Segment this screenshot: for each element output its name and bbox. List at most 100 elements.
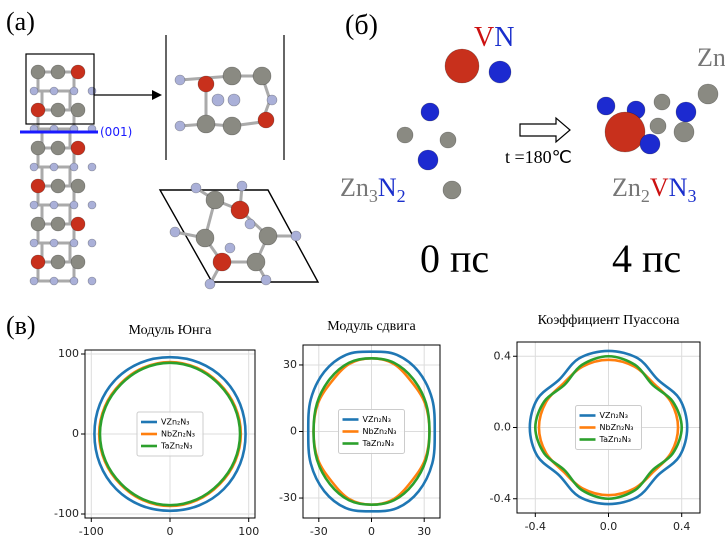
panel-label: (б)	[345, 10, 378, 41]
formula-part: V	[650, 173, 669, 202]
atom	[291, 231, 301, 241]
atom	[228, 94, 240, 106]
x-tick-label: 30	[417, 525, 431, 538]
atom	[50, 201, 58, 209]
atom	[418, 150, 438, 170]
atom	[71, 255, 85, 269]
atom	[445, 49, 479, 83]
atom	[88, 239, 96, 247]
atom	[51, 65, 65, 79]
formula-zn3n2: Zn3N2	[340, 173, 406, 206]
atom	[245, 219, 255, 229]
atom	[259, 227, 277, 245]
chart-title: Коэффициент Пуассона	[538, 313, 681, 328]
atom	[654, 94, 670, 110]
formula-vn: VN	[474, 22, 514, 53]
legend-label: NbZn₂N₃	[161, 430, 195, 439]
x-tick-label: 0.4	[673, 520, 691, 533]
atom	[30, 163, 38, 171]
chart-title: Модуль сдвига	[327, 319, 416, 334]
atom	[30, 239, 38, 247]
atom	[597, 97, 615, 115]
atom	[253, 67, 271, 85]
time-label: 0 пс	[420, 236, 489, 281]
y-tick-label: 0.0	[494, 421, 512, 434]
atom	[397, 127, 413, 143]
figure: (a) (001) (б) VN Zn3N2 t =180℃ Zn2VN3 0 …	[0, 0, 725, 542]
atom	[70, 277, 78, 285]
atom	[31, 255, 45, 269]
legend-label: TaZn₂N₃	[362, 439, 394, 448]
panel-label: (a)	[6, 7, 35, 36]
x-tick-label: -0.4	[525, 520, 546, 533]
formula-part: V	[474, 22, 494, 53]
atom	[175, 75, 185, 85]
atom	[70, 239, 78, 247]
formula-part: 3	[369, 186, 378, 206]
legend-label: NbZn₂N₃	[600, 423, 634, 432]
formula-part: 3	[687, 186, 696, 206]
atom	[71, 141, 85, 155]
x-tick-label: 0.0	[600, 520, 618, 533]
atom	[31, 217, 45, 231]
legend-label: VZn₂N₃	[161, 418, 189, 427]
atom	[231, 201, 249, 219]
y-tick-label: 0.4	[494, 349, 512, 362]
atom	[676, 102, 696, 122]
formula-part: N	[494, 22, 514, 53]
atom	[30, 87, 38, 95]
atom	[50, 163, 58, 171]
atom	[51, 103, 65, 117]
atom	[71, 65, 85, 79]
atom	[50, 277, 58, 285]
atom	[223, 117, 241, 135]
atom	[205, 279, 215, 289]
y-tick-label: -0.4	[490, 492, 511, 505]
atom	[51, 217, 65, 231]
condition: t =180℃	[505, 147, 572, 167]
atom	[70, 87, 78, 95]
x-tick-label: 0	[167, 525, 174, 538]
atom	[650, 118, 666, 134]
atom	[31, 103, 45, 117]
atom	[30, 201, 38, 209]
atom	[440, 132, 456, 148]
plane-label: (001)	[100, 125, 132, 139]
y-tick-label: 100	[58, 347, 79, 360]
reaction-arrow	[520, 118, 570, 142]
atom	[51, 179, 65, 193]
formula-part: N	[669, 173, 688, 202]
atom	[267, 95, 277, 105]
legend-label: VZn₂N₃	[363, 415, 391, 424]
atom	[50, 87, 58, 95]
panel-label: (в)	[6, 311, 36, 340]
atom	[31, 179, 45, 193]
formula-part: 2	[397, 186, 406, 206]
atom	[640, 134, 660, 154]
formula-part: 2	[641, 186, 650, 206]
atom	[605, 112, 645, 152]
atom	[698, 84, 718, 104]
atom	[206, 191, 224, 209]
atom	[170, 227, 180, 237]
atom	[50, 239, 58, 247]
atom	[421, 103, 439, 121]
atom	[88, 163, 96, 171]
time-label: 4 пс	[612, 236, 681, 281]
atom	[30, 277, 38, 285]
atom	[213, 253, 231, 271]
atom	[489, 61, 511, 83]
legend-label: TaZn₂N₃	[599, 435, 631, 444]
atom	[237, 181, 247, 191]
atom	[51, 255, 65, 269]
atom	[191, 183, 201, 193]
legend-label: VZn₂N₃	[600, 411, 628, 420]
chart-title: Модуль Юнга	[129, 323, 213, 338]
legend-label: TaZn₂N₃	[160, 442, 192, 451]
chart: Модуль Юнга-1000100-1000100VZn₂N₃NbZn₂N₃…	[54, 323, 259, 538]
y-tick-label: 30	[283, 358, 297, 371]
atom	[247, 253, 265, 271]
atom	[88, 87, 96, 95]
